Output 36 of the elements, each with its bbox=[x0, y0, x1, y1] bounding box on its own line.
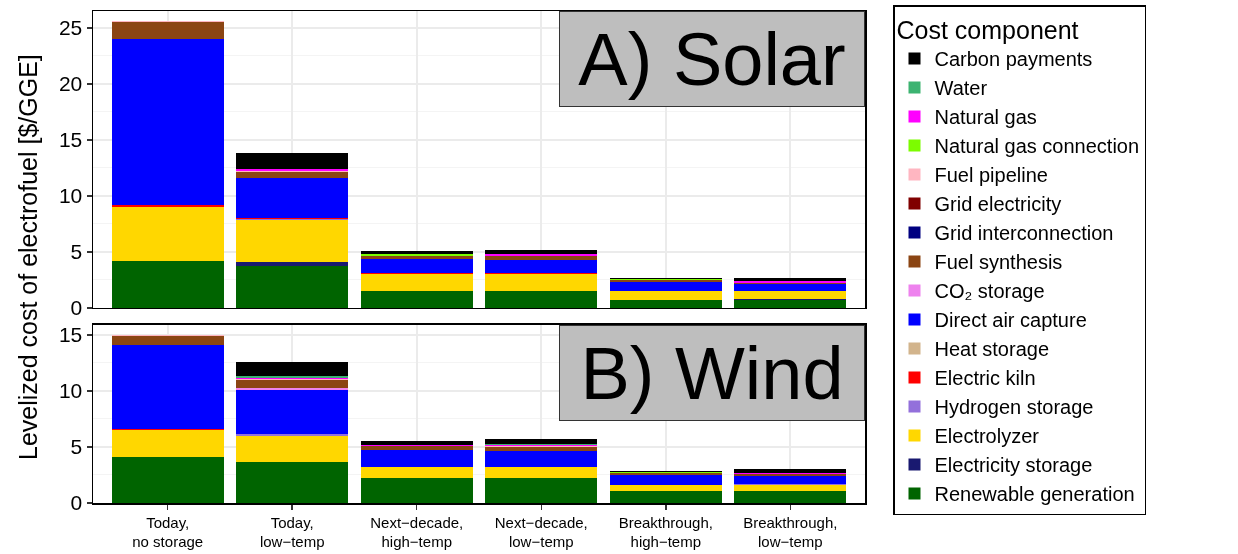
y-tick-label: 25 bbox=[58, 16, 83, 40]
chart-title: A) Solar bbox=[578, 17, 846, 101]
legend-label: Natural gas bbox=[934, 106, 1037, 129]
y-tick-label: 0 bbox=[70, 296, 83, 320]
chart-title: B) Wind bbox=[580, 331, 844, 415]
legend-label: Natural gas connection bbox=[934, 135, 1140, 158]
y-tick-label: 10 bbox=[58, 379, 83, 403]
y-tick-label: 5 bbox=[70, 240, 83, 264]
x-tick-label: Next−decade, low−temp bbox=[494, 513, 588, 550]
legend-label: Water bbox=[934, 77, 988, 100]
legend-label: Heat storage bbox=[934, 338, 1050, 361]
legend-label: Grid electricity bbox=[934, 193, 1062, 216]
x-tick-label: Today, no storage bbox=[132, 513, 204, 550]
legend-label: Grid interconnection bbox=[934, 222, 1114, 245]
legend-title: Cost component bbox=[896, 16, 1079, 44]
y-tick-label: 5 bbox=[70, 435, 83, 459]
y-tick-label: 15 bbox=[58, 323, 83, 347]
x-tick-label: Next−decade, high−temp bbox=[370, 513, 464, 550]
y-axis-title: Levelized cost of electrofuel [$/GGE] bbox=[14, 54, 42, 460]
y-tick-label: 10 bbox=[58, 184, 83, 208]
legend-label: CO₂ storage bbox=[934, 280, 1045, 303]
y-tick-label: 15 bbox=[58, 128, 83, 152]
legend-label: Electric kiln bbox=[934, 367, 1036, 390]
legend-label: Direct air capture bbox=[934, 309, 1087, 332]
legend-label: Hydrogen storage bbox=[934, 396, 1094, 419]
y-tick-label: 20 bbox=[58, 72, 83, 96]
x-tick-label: Breakthrough, low−temp bbox=[743, 513, 838, 550]
legend-label: Electrolyzer bbox=[934, 425, 1040, 448]
y-tick-label: 0 bbox=[70, 491, 83, 515]
x-tick-label: Today, low−temp bbox=[259, 513, 325, 550]
legend-label: Renewable generation bbox=[934, 483, 1135, 506]
x-tick-label: Breakthrough, high−temp bbox=[618, 513, 713, 550]
legend-label: Electricity storage bbox=[934, 454, 1093, 477]
legend-label: Fuel synthesis bbox=[934, 251, 1063, 274]
legend-label: Fuel pipeline bbox=[934, 164, 1048, 187]
legend-label: Carbon payments bbox=[934, 48, 1093, 71]
